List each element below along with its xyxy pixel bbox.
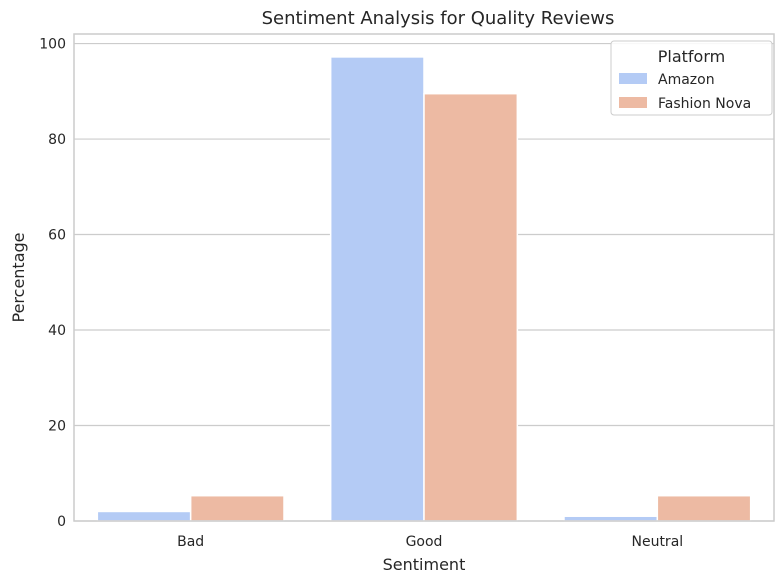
x-tick-labels: Bad Good Neutral [177,534,683,550]
bar-fashion-nova-good [423,92,519,522]
x-tick-label: Good [406,534,443,550]
bars-group [96,56,752,522]
legend-label: Fashion Nova [658,96,751,112]
legend-box [610,40,773,116]
y-tick-label: 0 [57,514,66,530]
bar-amazon-bad [96,510,192,522]
y-tick-labels: 0 20 40 60 80 100 [39,37,66,530]
x-tick-label: Bad [177,534,204,550]
legend-swatch [619,73,647,84]
legend-title: Platform [658,47,725,66]
plot-frame [73,33,775,522]
bar-amazon-good [329,56,425,522]
y-tick-label: 40 [48,323,66,339]
legend-swatch [619,97,647,108]
y-tick-label: 100 [39,37,66,53]
bar-fashion-nova-neutral [656,494,752,522]
y-tick-label: 80 [48,132,66,148]
bar-fashion-nova-bad [189,494,285,522]
x-axis-label: Sentiment [383,555,466,574]
y-tick-label: 60 [48,228,66,244]
legend: Platform Amazon Fashion Nova [610,40,773,116]
legend-label: Amazon [658,72,715,88]
chart-title: Sentiment Analysis for Quality Reviews [262,8,615,29]
y-tick-label: 20 [48,419,66,435]
y-axis-label: Percentage [9,232,28,322]
legend-items: Amazon Fashion Nova [619,72,751,112]
x-tick-label: Neutral [631,534,683,550]
